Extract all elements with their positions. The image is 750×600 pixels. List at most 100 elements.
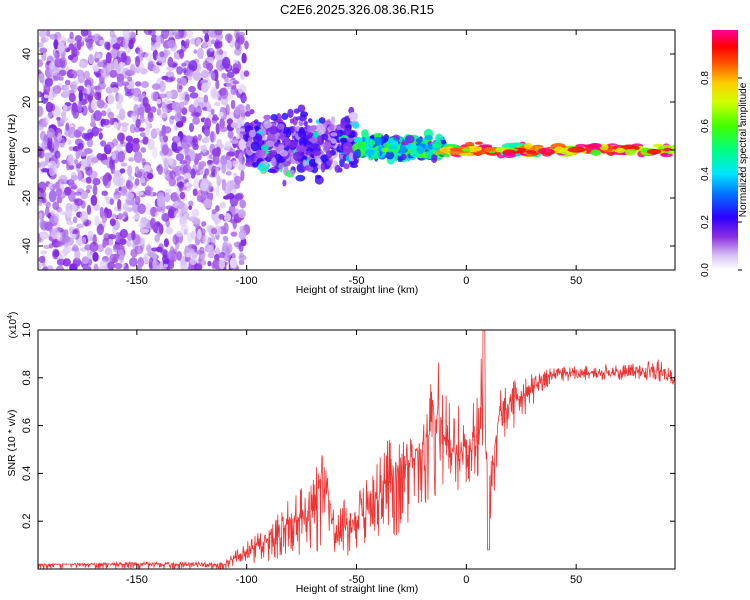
spectrogram-cell bbox=[172, 234, 179, 245]
figure-title: C2E6.2025.326.08.36.R15 bbox=[280, 2, 434, 17]
spectrogram-cell bbox=[92, 251, 99, 262]
spectrogram-cell bbox=[86, 138, 94, 148]
spectrogram-cell bbox=[152, 261, 161, 270]
spectrogram-cell bbox=[104, 247, 113, 256]
spectrogram-cell bbox=[175, 230, 184, 238]
spectrogram-cell bbox=[38, 42, 44, 48]
spectrogram-cell bbox=[300, 111, 309, 118]
spectrogram-cell bbox=[122, 202, 129, 211]
spectrogram-cell bbox=[80, 30, 89, 37]
spectrogram-cell bbox=[223, 212, 232, 222]
spectrogram-cell bbox=[86, 128, 94, 141]
spectrogram-cell bbox=[52, 90, 58, 98]
spectrogram-cell bbox=[256, 163, 267, 172]
spectrogram-cell bbox=[74, 159, 79, 165]
spectrogram-cell bbox=[409, 143, 417, 151]
spectrogram-cell bbox=[210, 235, 216, 247]
spectrogram-cell bbox=[383, 142, 392, 148]
colorbar-ticks: 0.0 0.2 0.4 0.6 0.8 bbox=[700, 71, 742, 277]
spectrogram-cell bbox=[164, 165, 169, 176]
spectrogram-cell bbox=[141, 158, 146, 166]
spectrogram-cell bbox=[74, 249, 81, 261]
spectrogram-cell bbox=[200, 228, 206, 235]
spectrogram-cell bbox=[77, 101, 83, 113]
spectrogram-cell bbox=[330, 116, 336, 125]
spectrogram-cell bbox=[128, 39, 134, 50]
spectrogram-cell bbox=[90, 157, 99, 164]
spectrogram-cell bbox=[76, 223, 85, 229]
spectrogram-cell bbox=[315, 158, 322, 164]
spectrogram-cell bbox=[94, 91, 101, 101]
spectrogram-cell bbox=[95, 128, 103, 132]
spectrogram-cell bbox=[72, 216, 78, 224]
spectrogram-cell bbox=[474, 146, 483, 152]
spectrogram-cell bbox=[624, 149, 636, 156]
spectrogram-cell bbox=[120, 52, 127, 63]
spectrogram-cell bbox=[119, 228, 128, 239]
spectrogram-cell bbox=[105, 86, 114, 94]
snr-x-tick-label: -100 bbox=[236, 574, 258, 586]
spectrogram-cell bbox=[278, 162, 284, 170]
spectrogram-cell bbox=[352, 122, 360, 129]
spectrogram-cell bbox=[47, 141, 53, 150]
spectrogram-cell bbox=[65, 122, 70, 132]
spectrogram-cell bbox=[238, 152, 243, 164]
spectrogram-cell bbox=[131, 110, 138, 116]
spectrogram-cell bbox=[207, 260, 212, 267]
spectrogram-cell bbox=[295, 174, 306, 182]
spectrogram-cell bbox=[204, 168, 210, 176]
spectrogram-cell bbox=[126, 69, 135, 75]
spectrogram-cell bbox=[298, 120, 304, 127]
spectrogram-cell bbox=[330, 132, 338, 137]
spectrogram-cell bbox=[399, 146, 406, 154]
spectrogram-cell bbox=[238, 229, 247, 240]
spectrogram-cell bbox=[176, 81, 183, 93]
spectrogram-cell bbox=[57, 132, 63, 142]
spectrogram-cell bbox=[255, 126, 259, 131]
spectrogram-cell bbox=[38, 181, 47, 193]
spectrogram-cell bbox=[167, 250, 176, 261]
spectrogram-cell bbox=[230, 160, 239, 165]
spectrogram-cell bbox=[68, 126, 76, 139]
spectrogram-cell bbox=[102, 118, 110, 126]
spectrogram-cell bbox=[163, 49, 169, 59]
spectrogram-cell bbox=[116, 93, 124, 104]
spectrogram-cell bbox=[50, 209, 56, 216]
spectrogram-cell bbox=[249, 109, 255, 115]
spectrogram-cell bbox=[78, 60, 87, 68]
spectrogram-cell bbox=[183, 172, 192, 180]
spectrogram-cell bbox=[132, 87, 142, 97]
spectrogram-cell bbox=[62, 104, 68, 111]
spectrogram-cell bbox=[180, 39, 186, 47]
colorbar-tick-label: 0.2 bbox=[700, 215, 711, 229]
snr-xlabel: Height of straight line (km) bbox=[296, 583, 419, 595]
spectrogram-cell bbox=[96, 223, 105, 236]
spectrogram-cell bbox=[90, 194, 98, 206]
spectrogram-cell bbox=[277, 135, 287, 140]
spectrogram-cell bbox=[54, 58, 63, 68]
spectrogram-cell bbox=[214, 41, 223, 49]
spectrogram-cell bbox=[152, 65, 160, 74]
spectrogram-ylabel: Frequency (Hz) bbox=[6, 114, 18, 186]
spectrogram-cell bbox=[171, 101, 181, 111]
spectrogram-cell bbox=[94, 57, 100, 63]
spectrogram-cell bbox=[82, 265, 92, 270]
spectrogram-cell bbox=[267, 168, 277, 173]
spectrogram-cell bbox=[94, 215, 100, 227]
spectrogram-cell bbox=[174, 200, 180, 207]
spectrogram-cell bbox=[219, 144, 225, 149]
spectrogram-cell bbox=[221, 179, 227, 191]
spectrogram-cell bbox=[244, 40, 249, 50]
spectrogram-cell bbox=[187, 265, 195, 270]
spectrogram-cell bbox=[330, 138, 337, 144]
spectrogram-cell bbox=[84, 244, 92, 251]
colorbar-gradient bbox=[712, 30, 738, 270]
spectrogram-cell bbox=[92, 184, 98, 196]
spectrogram-cell bbox=[79, 210, 89, 223]
spectrogram-cell bbox=[160, 107, 168, 119]
spectrogram-cell bbox=[53, 250, 60, 258]
spectrogram-cell bbox=[163, 238, 169, 248]
spectrogram-cell bbox=[355, 141, 366, 148]
spectrogram-cell bbox=[192, 71, 202, 81]
spectrogram-cell bbox=[154, 211, 160, 218]
